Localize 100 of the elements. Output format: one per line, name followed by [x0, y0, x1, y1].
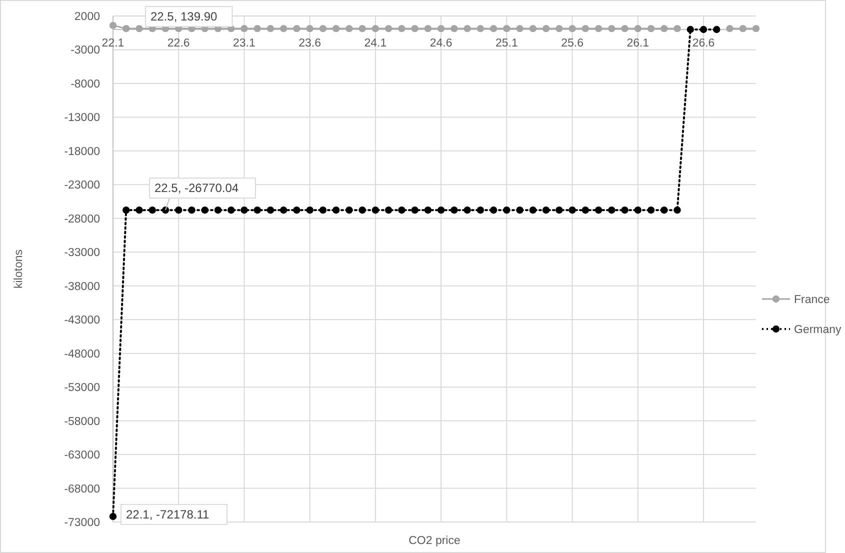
x-tick-label: 22.6 — [167, 37, 190, 50]
y-axis-title: kilotons — [13, 249, 25, 288]
point — [254, 206, 261, 214]
point — [464, 206, 471, 214]
point — [319, 24, 327, 32]
y-tick-label: 2000 — [74, 11, 100, 23]
point — [175, 206, 182, 214]
point — [516, 206, 524, 214]
y-tick-label: -18000 — [64, 146, 100, 158]
point — [266, 206, 274, 214]
y-tick-label: -63000 — [64, 450, 100, 462]
point — [254, 24, 261, 32]
point — [398, 24, 406, 32]
y-tick-label: -23000 — [64, 180, 100, 192]
point — [674, 206, 681, 214]
point — [280, 206, 288, 214]
point — [293, 206, 300, 214]
x-axis-title: CO2 price — [408, 535, 460, 547]
point — [148, 206, 156, 214]
point — [556, 24, 563, 32]
y-tick-label: -13000 — [64, 112, 100, 124]
point — [437, 24, 445, 32]
point — [411, 206, 418, 214]
point — [660, 24, 668, 32]
y-tick-label: -3000 — [70, 44, 100, 57]
point — [306, 206, 314, 214]
x-tick-label: 24.6 — [430, 37, 452, 50]
point — [556, 206, 563, 214]
x-tick-label: 24.1 — [364, 37, 387, 50]
point — [582, 24, 590, 32]
x-tick-label: 23.1 — [233, 37, 256, 50]
point — [398, 206, 406, 214]
legend-label: Germany — [794, 324, 842, 336]
point — [476, 206, 484, 214]
point — [542, 24, 550, 32]
point — [424, 206, 432, 214]
y-tick-label: -8000 — [70, 78, 100, 90]
point — [752, 24, 760, 32]
point — [594, 24, 602, 32]
point — [240, 206, 248, 214]
point — [739, 24, 746, 32]
point — [450, 206, 458, 214]
y-tick-label: -53000 — [64, 382, 100, 394]
y-tick-label: -68000 — [64, 483, 100, 496]
point — [358, 206, 366, 214]
point — [280, 24, 288, 32]
point — [384, 24, 392, 32]
point — [476, 24, 484, 32]
y-tick-label: -73000 — [64, 517, 100, 529]
annotation: 22.5, 139.90 — [150, 10, 218, 24]
x-tick-label: 23.6 — [298, 37, 322, 50]
point — [201, 206, 208, 214]
point — [700, 26, 708, 34]
legend-label: France — [794, 294, 830, 306]
point — [647, 24, 655, 32]
x-tick-label: 22.1 — [102, 37, 124, 50]
point — [411, 24, 418, 32]
point — [332, 24, 340, 32]
point — [424, 24, 432, 32]
point — [109, 22, 117, 30]
point — [306, 24, 314, 32]
point — [358, 24, 366, 32]
point — [332, 206, 340, 214]
point — [529, 24, 537, 32]
point — [490, 206, 498, 214]
point — [293, 24, 300, 32]
point — [503, 24, 510, 32]
x-tick-label: 25.1 — [495, 37, 518, 50]
point — [686, 26, 694, 34]
point — [634, 24, 642, 32]
point — [122, 206, 130, 214]
point — [568, 206, 576, 214]
point — [319, 206, 327, 214]
point — [346, 206, 353, 214]
annotation: 22.1, -72178.11 — [126, 507, 210, 522]
point — [437, 206, 445, 214]
point — [542, 206, 550, 214]
x-tick-label: 25.6 — [561, 37, 584, 50]
point — [674, 24, 681, 32]
point — [450, 24, 458, 32]
point — [516, 24, 524, 32]
point — [608, 24, 616, 32]
point — [346, 24, 353, 32]
point — [136, 206, 143, 214]
point — [372, 24, 380, 32]
point — [228, 206, 235, 214]
point — [594, 206, 602, 214]
point — [240, 24, 248, 32]
x-tick-label: 26.6 — [692, 37, 715, 50]
point — [582, 206, 590, 214]
point — [713, 26, 720, 34]
point — [621, 206, 628, 214]
point — [490, 24, 498, 32]
point — [266, 24, 274, 32]
y-tick-label: -28000 — [64, 213, 100, 226]
point — [647, 206, 655, 214]
y-tick-label: -38000 — [64, 280, 100, 293]
annotation: 22.5, -26770.04 — [154, 181, 239, 196]
point — [372, 206, 380, 214]
point — [529, 206, 537, 214]
